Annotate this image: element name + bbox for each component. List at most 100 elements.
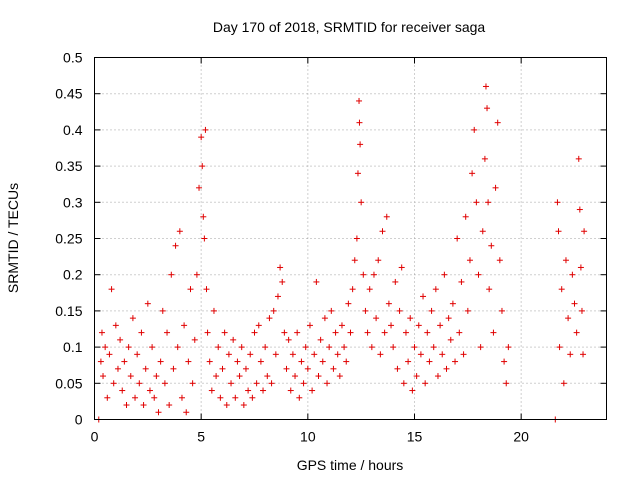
data-point xyxy=(181,322,188,329)
data-point xyxy=(198,134,205,141)
data-point xyxy=(285,336,292,343)
data-point xyxy=(317,336,324,343)
data-point xyxy=(505,344,512,351)
data-point xyxy=(225,351,232,358)
data-point xyxy=(98,329,105,336)
data-point xyxy=(458,278,465,285)
data-point xyxy=(562,257,569,264)
data-point xyxy=(242,365,249,372)
data-point xyxy=(556,344,563,351)
data-point xyxy=(578,307,585,314)
data-point xyxy=(422,380,429,387)
data-point xyxy=(324,380,331,387)
data-point xyxy=(304,365,311,372)
data-point xyxy=(368,344,375,351)
data-point xyxy=(482,83,489,90)
data-point xyxy=(112,322,119,329)
data-point xyxy=(490,329,497,336)
data-point xyxy=(123,402,130,409)
data-point xyxy=(223,402,230,409)
data-point xyxy=(366,286,373,293)
data-point xyxy=(117,336,124,343)
data-point xyxy=(206,358,213,365)
data-point xyxy=(484,105,491,112)
data-point xyxy=(172,242,179,249)
data-point xyxy=(417,351,424,358)
data-point xyxy=(503,380,510,387)
data-point xyxy=(270,307,277,314)
data-point xyxy=(560,380,567,387)
data-point xyxy=(347,329,354,336)
data-point xyxy=(405,358,412,365)
x-tick-label: 20 xyxy=(513,429,529,445)
data-point xyxy=(127,373,134,380)
data-point xyxy=(119,387,126,394)
data-point xyxy=(567,351,574,358)
chart-title: Day 170 of 2018, SRMTID for receiver sag… xyxy=(213,19,486,35)
data-point xyxy=(266,315,273,322)
data-point xyxy=(471,126,478,133)
y-tick-label: 0.05 xyxy=(55,375,82,391)
x-axis-label: GPS time / hours xyxy=(297,457,404,473)
data-point xyxy=(274,293,281,300)
data-point xyxy=(402,329,409,336)
data-point xyxy=(102,344,109,351)
y-tick-labels: 0 0.05 0.1 0.15 0.2 0.25 0.3 0.35 0.4 0.45 0.5 xyxy=(55,50,82,428)
data-point xyxy=(213,373,220,380)
data-point xyxy=(345,300,352,307)
data-point xyxy=(439,351,446,358)
data-point xyxy=(283,365,290,372)
data-point xyxy=(311,351,318,358)
data-point xyxy=(149,344,156,351)
data-point xyxy=(569,271,576,278)
data-point xyxy=(351,257,358,264)
data-point xyxy=(488,242,495,249)
data-point xyxy=(360,271,367,278)
data-point xyxy=(140,402,147,409)
data-point xyxy=(309,387,316,394)
y-tick-label: 0.5 xyxy=(63,50,83,66)
data-point xyxy=(377,351,384,358)
data-point xyxy=(236,373,243,380)
data-point xyxy=(362,307,369,314)
data-point xyxy=(479,228,486,235)
data-point xyxy=(370,271,377,278)
data-point xyxy=(501,358,508,365)
data-point xyxy=(272,351,279,358)
data-point xyxy=(398,264,405,271)
data-point xyxy=(138,329,145,336)
data-point xyxy=(373,315,380,322)
data-point xyxy=(203,286,210,293)
data-point xyxy=(196,184,203,191)
data-point xyxy=(201,235,208,242)
data-point xyxy=(432,286,439,293)
data-point xyxy=(392,278,399,285)
data-point xyxy=(238,344,245,351)
data-point xyxy=(580,351,587,358)
data-point xyxy=(555,228,562,235)
y-tick-label: 0.15 xyxy=(55,303,82,319)
data-point xyxy=(200,213,207,220)
data-point xyxy=(390,344,397,351)
data-point xyxy=(464,307,471,314)
data-point xyxy=(202,126,209,133)
data-point xyxy=(110,380,117,387)
data-point xyxy=(466,257,473,264)
data-point xyxy=(379,228,386,235)
data-point xyxy=(268,380,275,387)
data-point xyxy=(302,344,309,351)
data-point xyxy=(129,315,136,322)
data-point xyxy=(375,257,382,264)
data-point xyxy=(494,119,501,126)
data-point xyxy=(364,329,371,336)
data-point xyxy=(326,344,333,351)
data-point xyxy=(475,271,482,278)
data-point xyxy=(321,315,328,322)
data-point xyxy=(571,300,578,307)
data-point xyxy=(565,315,572,322)
data-point xyxy=(413,373,420,380)
data-point xyxy=(319,358,326,365)
grid-lines xyxy=(94,57,607,420)
data-point xyxy=(106,351,113,358)
